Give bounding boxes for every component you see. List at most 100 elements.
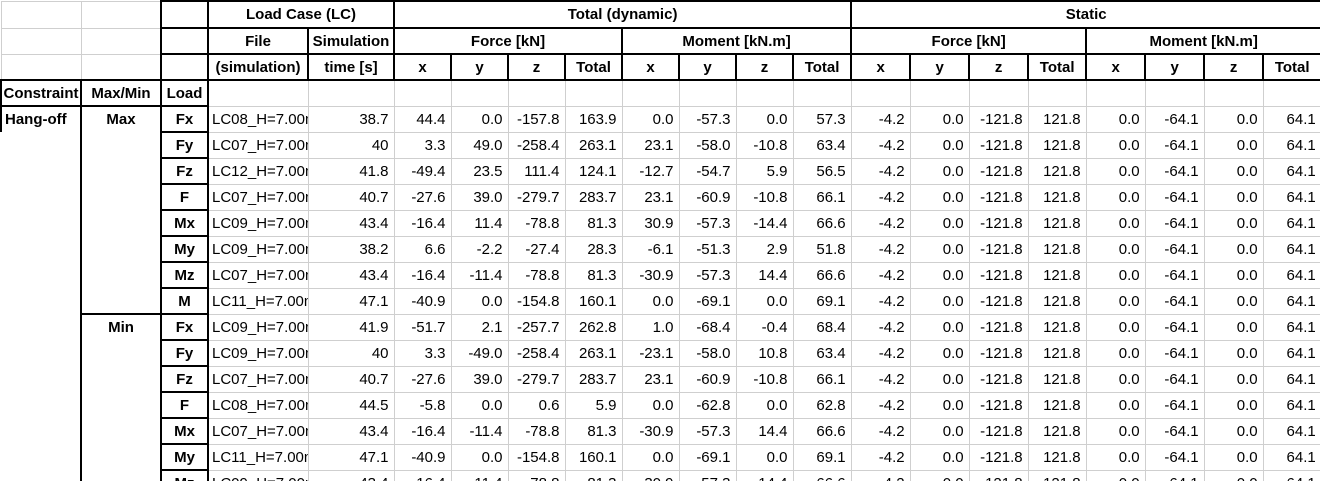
cell-value[interactable]: 66.1 — [792, 365, 852, 393]
cell-file[interactable]: LC11_H=7.00m — [207, 287, 309, 315]
cell-value[interactable]: 0.0 — [1085, 131, 1146, 159]
header-time[interactable]: time [s] — [306, 53, 396, 81]
cell-constraint[interactable] — [1, 210, 82, 236]
cell-value[interactable]: 56.5 — [792, 157, 852, 185]
cell-value[interactable]: 0.0 — [1203, 417, 1264, 445]
cell-value[interactable]: -4.2 — [850, 443, 911, 471]
cell-value[interactable]: 121.8 — [1027, 105, 1087, 133]
cell-load[interactable]: Mz — [160, 469, 209, 481]
header-axis-total[interactable]: Total — [792, 53, 853, 81]
cell-value[interactable]: -4.2 — [850, 157, 911, 185]
cell-value[interactable]: 23.1 — [621, 183, 680, 211]
cell-value[interactable]: 69.1 — [792, 443, 852, 471]
cell-constraint[interactable] — [1, 470, 82, 481]
cell-value[interactable]: 11.4 — [450, 209, 509, 237]
cell-value[interactable]: 121.8 — [1027, 235, 1087, 263]
header-blank-cell[interactable] — [1085, 79, 1146, 107]
cell-file[interactable]: LC07_H=7.00m — [207, 417, 309, 445]
cell-value[interactable]: -58.0 — [678, 131, 737, 159]
cell-value[interactable]: 121.8 — [1027, 183, 1087, 211]
cell-max-min[interactable] — [80, 418, 162, 444]
cell-value[interactable]: -64.1 — [1144, 209, 1205, 237]
cell-value[interactable]: -121.8 — [968, 443, 1029, 471]
cell-value[interactable]: -121.8 — [968, 261, 1029, 289]
cell-value[interactable]: 0.0 — [1203, 157, 1264, 185]
cell-constraint[interactable] — [1, 314, 82, 340]
header-axis-y[interactable]: y — [450, 53, 510, 81]
cell-sim-time[interactable]: 43.4 — [307, 417, 395, 445]
cell-value[interactable]: 5.9 — [735, 157, 794, 185]
cell-value[interactable]: -16.4 — [393, 469, 452, 481]
cell-value[interactable]: -64.1 — [1144, 391, 1205, 419]
cell-value[interactable]: 0.0 — [909, 261, 970, 289]
cell-value[interactable]: -4.2 — [850, 339, 911, 367]
cell-value[interactable]: -60.9 — [678, 365, 737, 393]
cell-value[interactable]: 63.4 — [792, 131, 852, 159]
cell-value[interactable]: -27.6 — [393, 183, 452, 211]
cell-max-min[interactable]: Min — [80, 314, 162, 340]
header-axis-x[interactable]: x — [621, 53, 681, 81]
cell-sim-time[interactable]: 41.8 — [307, 157, 395, 185]
cell-value[interactable]: 0.0 — [1085, 261, 1146, 289]
cell-value[interactable]: 66.1 — [792, 183, 852, 211]
cell-value[interactable]: 0.0 — [1203, 183, 1264, 211]
cell-value[interactable]: 0.0 — [621, 443, 680, 471]
cell-value[interactable]: -11.4 — [450, 261, 509, 289]
cell-value[interactable]: -121.8 — [968, 391, 1029, 419]
cell-value[interactable]: 283.7 — [564, 365, 623, 393]
cell-value[interactable]: 0.0 — [909, 209, 970, 237]
cell-value[interactable]: -121.8 — [968, 469, 1029, 481]
cell-value[interactable]: -64.1 — [1144, 131, 1205, 159]
cell-value[interactable]: -57.3 — [678, 261, 737, 289]
cell-value[interactable]: 163.9 — [564, 105, 623, 133]
header-blank-cell[interactable] — [160, 53, 209, 81]
cell-value[interactable]: 0.0 — [1203, 339, 1264, 367]
header-load-case[interactable]: Load Case (LC) — [206, 0, 396, 29]
cell-value[interactable]: -258.4 — [507, 131, 566, 159]
cell-value[interactable]: -10.8 — [735, 131, 794, 159]
cell-value[interactable]: -6.1 — [621, 235, 680, 263]
cell-load[interactable]: M — [160, 287, 209, 315]
cell-value[interactable]: 121.8 — [1027, 131, 1087, 159]
cell-sim-time[interactable]: 40 — [307, 131, 395, 159]
header-blank-cell[interactable] — [160, 0, 209, 29]
cell-value[interactable]: 0.0 — [909, 391, 970, 419]
cell-value[interactable]: -40.9 — [393, 287, 452, 315]
header-constraint[interactable]: Constraint — [0, 79, 82, 107]
cell-file[interactable]: LC09_H=7.00m — [207, 209, 309, 237]
header-blank-cell[interactable] — [564, 79, 623, 107]
cell-value[interactable]: 66.6 — [792, 209, 852, 237]
cell-value[interactable]: -68.4 — [678, 313, 737, 341]
header-blank-cell[interactable] — [792, 79, 852, 107]
cell-value[interactable]: -154.8 — [507, 287, 566, 315]
cell-value[interactable]: -54.7 — [678, 157, 737, 185]
cell-value[interactable]: 0.0 — [1085, 313, 1146, 341]
cell-file[interactable]: LC09_H=7.00m — [207, 469, 309, 481]
header-file-simulation[interactable]: (simulation) — [207, 53, 309, 81]
cell-value[interactable]: 28.3 — [564, 235, 623, 263]
header-blank-cell[interactable] — [968, 79, 1029, 107]
cell-value[interactable]: -121.8 — [968, 287, 1029, 315]
cell-value[interactable]: 0.0 — [909, 469, 970, 481]
header-load[interactable]: Load — [160, 79, 209, 107]
cell-value[interactable]: -258.4 — [507, 339, 566, 367]
cell-value[interactable]: -64.1 — [1144, 365, 1205, 393]
cell-value[interactable]: 0.0 — [909, 365, 970, 393]
cell-value[interactable]: 0.0 — [735, 287, 794, 315]
cell-value[interactable]: -57.3 — [678, 105, 737, 133]
cell-value[interactable]: -4.2 — [850, 365, 911, 393]
cell-value[interactable]: 64.1 — [1262, 469, 1320, 481]
cell-value[interactable]: -11.4 — [450, 417, 509, 445]
cell-max-min[interactable] — [80, 132, 162, 158]
cell-value[interactable]: -64.1 — [1144, 183, 1205, 211]
cell-value[interactable]: -5.8 — [393, 391, 452, 419]
cell-max-min[interactable] — [80, 236, 162, 262]
cell-value[interactable]: -14.4 — [735, 469, 794, 481]
cell-value[interactable]: -58.0 — [678, 339, 737, 367]
cell-constraint[interactable] — [1, 444, 82, 470]
cell-value[interactable]: 0.0 — [621, 105, 680, 133]
cell-value[interactable]: 0.0 — [1085, 287, 1146, 315]
cell-sim-time[interactable]: 43.4 — [307, 261, 395, 289]
cell-value[interactable]: -121.8 — [968, 313, 1029, 341]
cell-value[interactable]: -4.2 — [850, 235, 911, 263]
